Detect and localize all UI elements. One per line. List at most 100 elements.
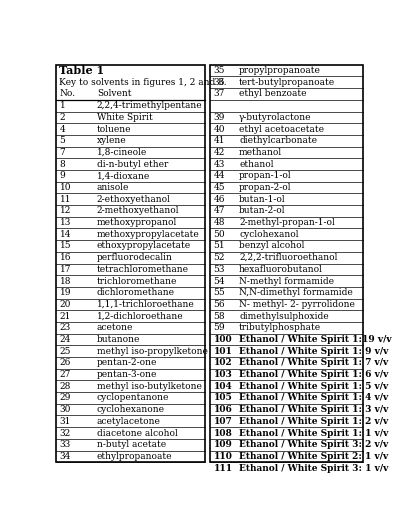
- Text: 16: 16: [60, 253, 71, 262]
- Text: 29: 29: [60, 393, 71, 403]
- Text: ethylpropanoate: ethylpropanoate: [97, 452, 172, 461]
- Text: methoxypropylacetate: methoxypropylacetate: [97, 230, 200, 239]
- Text: 105: 105: [213, 393, 232, 403]
- Text: Ethanol / White Spirit 1:19 v/v: Ethanol / White Spirit 1:19 v/v: [239, 335, 392, 344]
- Text: 20: 20: [60, 300, 71, 309]
- Text: 24: 24: [60, 335, 71, 344]
- Text: 30: 30: [60, 405, 71, 414]
- Text: Ethanol / White Spirit 1: 7 v/v: Ethanol / White Spirit 1: 7 v/v: [239, 358, 388, 367]
- Text: 1,2-dichloroethane: 1,2-dichloroethane: [97, 312, 184, 321]
- Text: 50: 50: [213, 230, 225, 239]
- Text: methanol: methanol: [239, 148, 282, 157]
- Text: γ-butyrolactone: γ-butyrolactone: [239, 113, 312, 122]
- Text: Ethanol / White Spirit 1: 5 v/v: Ethanol / White Spirit 1: 5 v/v: [239, 382, 388, 391]
- Text: 11: 11: [60, 195, 71, 204]
- Text: tert-butylpropanoate: tert-butylpropanoate: [239, 78, 335, 87]
- Text: anisole: anisole: [97, 183, 129, 192]
- Text: 10: 10: [60, 183, 71, 192]
- Text: butan-2-ol: butan-2-ol: [239, 207, 286, 215]
- Text: 4: 4: [60, 124, 65, 133]
- Text: tributylphosphate: tributylphosphate: [239, 323, 321, 332]
- Text: ethoxypropylacetate: ethoxypropylacetate: [97, 242, 191, 251]
- Text: benzyl alcohol: benzyl alcohol: [239, 242, 304, 251]
- Text: 2-methoxyethanol: 2-methoxyethanol: [97, 207, 180, 215]
- Text: 108: 108: [213, 428, 233, 438]
- Text: acetone: acetone: [97, 323, 133, 332]
- Text: 12: 12: [60, 207, 71, 215]
- Text: dichloromethane: dichloromethane: [97, 288, 175, 297]
- Text: 26: 26: [60, 358, 71, 367]
- Text: propan-1-ol: propan-1-ol: [239, 172, 292, 180]
- Text: 37: 37: [213, 89, 225, 98]
- Text: 1,8-cineole: 1,8-cineole: [97, 148, 147, 157]
- FancyBboxPatch shape: [56, 65, 205, 462]
- Text: 109: 109: [213, 440, 233, 449]
- Text: 51: 51: [213, 242, 225, 251]
- Text: Solvent: Solvent: [97, 89, 131, 98]
- Text: 2,2,4-trimethylpentane: 2,2,4-trimethylpentane: [97, 101, 202, 110]
- Text: methoxypropanol: methoxypropanol: [97, 218, 177, 227]
- Text: methyl iso-butylketone: methyl iso-butylketone: [97, 382, 202, 391]
- Text: propylpropanoate: propylpropanoate: [239, 66, 321, 75]
- Text: pentan-2-one: pentan-2-one: [97, 358, 157, 367]
- Text: 2,2,2-trifluoroethanol: 2,2,2-trifluoroethanol: [239, 253, 337, 262]
- Text: Ethanol / White Spirit 1: 9 v/v: Ethanol / White Spirit 1: 9 v/v: [239, 347, 388, 356]
- Text: tetrachloromethane: tetrachloromethane: [97, 265, 189, 274]
- Text: N-methyl formamide: N-methyl formamide: [239, 277, 334, 286]
- FancyBboxPatch shape: [210, 65, 364, 462]
- Text: 107: 107: [213, 417, 232, 426]
- Text: ethyl benzoate: ethyl benzoate: [239, 89, 307, 98]
- Text: diacetone alcohol: diacetone alcohol: [97, 428, 177, 438]
- Text: 44: 44: [213, 172, 225, 180]
- Text: 56: 56: [213, 300, 225, 309]
- Text: 35: 35: [213, 66, 225, 75]
- Text: 41: 41: [213, 137, 225, 145]
- Text: toluene: toluene: [97, 124, 131, 133]
- Text: butan-1-ol: butan-1-ol: [239, 195, 286, 204]
- Text: 53: 53: [213, 265, 225, 274]
- Text: Ethanol / White Spirit 1: 2 v/v: Ethanol / White Spirit 1: 2 v/v: [239, 417, 388, 426]
- Text: ethanol: ethanol: [239, 160, 274, 168]
- Text: 2-ethoxyethanol: 2-ethoxyethanol: [97, 195, 171, 204]
- Text: cyclopentanone: cyclopentanone: [97, 393, 169, 403]
- Text: Table 1: Table 1: [59, 65, 104, 76]
- Text: 25: 25: [60, 347, 71, 356]
- Text: 1,4-dioxane: 1,4-dioxane: [97, 172, 150, 180]
- Text: No.: No.: [60, 89, 75, 98]
- Text: 1: 1: [60, 101, 65, 110]
- Text: 110: 110: [213, 452, 233, 461]
- Text: n-butyl acetate: n-butyl acetate: [97, 440, 166, 449]
- Text: 104: 104: [213, 382, 232, 391]
- Text: 23: 23: [60, 323, 71, 332]
- Text: 19: 19: [60, 288, 71, 297]
- Text: dimethylsulphoxide: dimethylsulphoxide: [239, 312, 329, 321]
- Text: 36: 36: [213, 78, 225, 87]
- Text: 34: 34: [60, 452, 71, 461]
- Text: propan-2-ol: propan-2-ol: [239, 183, 292, 192]
- Text: di-n-butyl ether: di-n-butyl ether: [97, 160, 168, 168]
- Text: 7: 7: [60, 148, 65, 157]
- Text: Ethanol / White Spirit 1: 6 v/v: Ethanol / White Spirit 1: 6 v/v: [239, 370, 388, 379]
- Text: White Spirit: White Spirit: [97, 113, 153, 122]
- Text: 27: 27: [60, 370, 71, 379]
- Text: Ethanol / White Spirit 1: 4 v/v: Ethanol / White Spirit 1: 4 v/v: [239, 393, 388, 403]
- Text: 39: 39: [213, 113, 225, 122]
- Text: 58: 58: [213, 312, 225, 321]
- Text: 1,1,1-trichloroethane: 1,1,1-trichloroethane: [97, 300, 195, 309]
- Text: pentan-3-one: pentan-3-one: [97, 370, 157, 379]
- Text: Key to solvents in figures 1, 2 and 3.: Key to solvents in figures 1, 2 and 3.: [59, 78, 226, 87]
- Text: 102: 102: [213, 358, 232, 367]
- Text: Ethanol / White Spirit 3: 1 v/v: Ethanol / White Spirit 3: 1 v/v: [239, 463, 388, 473]
- Text: 106: 106: [213, 405, 233, 414]
- Text: 101: 101: [213, 347, 233, 356]
- Text: N,N-dimethyl formamide: N,N-dimethyl formamide: [239, 288, 353, 297]
- Text: 17: 17: [60, 265, 71, 274]
- Text: 103: 103: [213, 370, 233, 379]
- Text: 40: 40: [213, 124, 225, 133]
- Text: 59: 59: [213, 323, 225, 332]
- Text: Ethanol / White Spirit 3: 2 v/v: Ethanol / White Spirit 3: 2 v/v: [239, 440, 388, 449]
- Text: 14: 14: [60, 230, 71, 239]
- Text: 5: 5: [60, 137, 65, 145]
- Text: 46: 46: [213, 195, 225, 204]
- Text: 42: 42: [213, 148, 225, 157]
